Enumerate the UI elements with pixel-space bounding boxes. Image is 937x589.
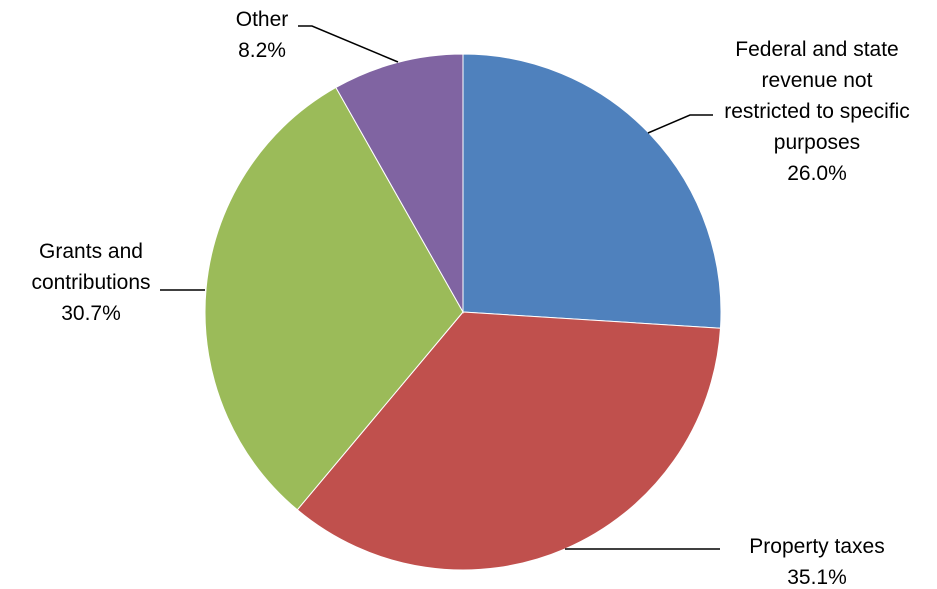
leader-line-1 — [647, 114, 713, 134]
pie-slice-2 — [296, 311, 722, 571]
slice-category-label: revenue not — [762, 69, 873, 92]
slice-label-4: Other 8.2% — [236, 8, 289, 62]
slice-label-3: Grants and contributions 30.7% — [31, 240, 150, 325]
pie-slice-1 — [462, 53, 722, 329]
slice-percent-label: 26.0% — [787, 162, 847, 185]
pie-slice-3 — [204, 86, 464, 511]
pie-slice-4 — [335, 53, 464, 314]
leader-lines-layer — [160, 25, 720, 550]
slice-category-label: Other — [236, 8, 289, 31]
slice-percent-label: 35.1% — [787, 566, 847, 589]
slice-percent-label: 8.2% — [238, 39, 286, 62]
labels-layer: Federal and state revenue not restricted t… — [31, 8, 909, 589]
slice-category-label: Grants and — [39, 240, 143, 263]
slice-label-1: Federal and state revenue not restricted t… — [724, 38, 910, 185]
slice-category-label: restricted to specific — [724, 100, 910, 123]
slice-category-label: purposes — [774, 131, 860, 154]
slice-percent-label: 30.7% — [61, 302, 121, 325]
slices-layer — [204, 53, 722, 571]
slice-category-label: Federal and state — [735, 38, 898, 61]
slice-category-label: contributions — [31, 271, 150, 294]
slice-category-label: Property taxes — [749, 535, 884, 558]
slice-label-2: Property taxes 35.1% — [749, 535, 884, 589]
leader-line-4 — [298, 25, 399, 63]
